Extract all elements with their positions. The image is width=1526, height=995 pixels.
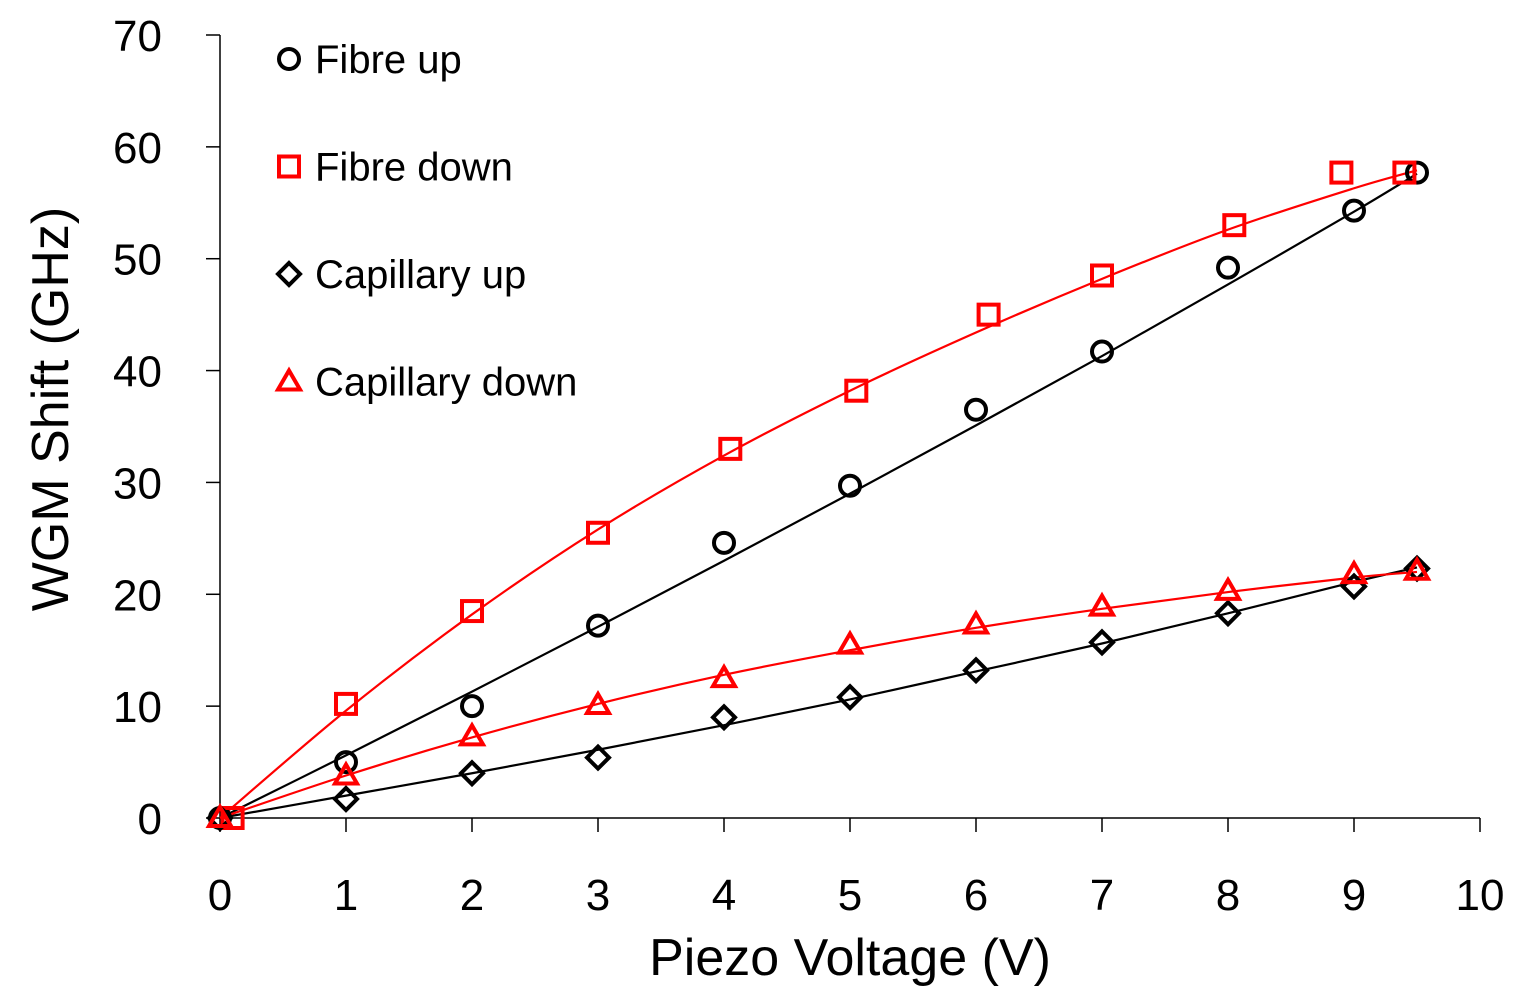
capillary-up-point (1214, 599, 1242, 628)
y-tick-label: 30 (113, 459, 162, 508)
axes: 0 10 20 30 40 50 60 70 0 1 2 3 4 5 6 7 8 9 10 (113, 12, 1504, 920)
capillary-down-point (1402, 555, 1432, 581)
fibre-up-point (1216, 255, 1240, 280)
x-tick-label: 8 (1216, 871, 1240, 920)
capillary-up-point (710, 703, 738, 732)
y-tick-label: 40 (113, 348, 162, 397)
capillary-up-point (584, 743, 612, 772)
x-tick-label: 4 (712, 871, 736, 920)
fibre-down-point (844, 378, 869, 403)
fibre-up-point (1342, 198, 1366, 223)
fibre-down-point (1222, 213, 1247, 238)
y-tick-label: 70 (113, 12, 162, 61)
capillary-down-fit-line (219, 570, 1418, 820)
fibre-down-point (586, 520, 610, 545)
capillary-down-point (709, 663, 739, 689)
legend-label-capillary-up: Capillary up (315, 253, 526, 297)
legend-marker-fibre-up (277, 47, 301, 71)
legend-marker-fibre-down (277, 154, 301, 179)
legend-label-fibre-down: Fibre down (315, 146, 513, 190)
capillary-up-point (458, 759, 486, 788)
fibre-down-fit-line (219, 169, 1418, 819)
fibre-down-point (460, 599, 484, 624)
capillary-up-fit-line (219, 566, 1418, 820)
x-tick-label: 5 (838, 871, 862, 920)
x-tick-label: 9 (1342, 871, 1366, 920)
fibre-up-point (460, 694, 484, 719)
x-tick-label: 7 (1090, 871, 1114, 920)
capillary-down-point (1213, 575, 1243, 601)
capillary-down-point (205, 803, 235, 828)
y-tick-label: 50 (113, 236, 162, 285)
capillary-up-point (206, 804, 234, 832)
y-tick-label: 0 (138, 795, 162, 844)
fibre-up-point (586, 613, 610, 638)
fibre-up-point (964, 397, 988, 422)
y-tick-label: 20 (113, 571, 162, 620)
capillary-up-point (962, 656, 990, 685)
fibre-up-point (838, 473, 862, 498)
fibre-down-point (1329, 160, 1354, 185)
fibre-down-point (976, 302, 1001, 327)
x-tick-label: 10 (1456, 871, 1505, 920)
capillary-down-point (331, 760, 361, 786)
fibre-up-point (712, 530, 736, 555)
fibre-down-point (1392, 160, 1417, 185)
capillary-down-point (835, 629, 865, 655)
x-tick-label: 2 (460, 871, 484, 920)
capillary-down-point (457, 721, 487, 747)
x-tick-label: 0 (208, 871, 232, 920)
x-tick-label: 3 (586, 871, 610, 920)
legend-label-fibre-up: Fibre up (315, 38, 462, 82)
capillary-down-point (961, 609, 991, 635)
capillary-up-point (836, 683, 864, 712)
fibre-down-point (1090, 263, 1114, 288)
x-tick-label: 1 (334, 871, 358, 920)
capillary-down-point (1087, 591, 1117, 617)
fibre-up-fit-line (219, 172, 1418, 819)
y-axis-title: WGM Shift (GHz) (22, 207, 80, 611)
y-tick-label: 10 (113, 683, 162, 732)
x-tick-label: 6 (964, 871, 988, 920)
capillary-down-point (1339, 559, 1369, 585)
legend-label-capillary-down: Capillary down (315, 361, 577, 405)
legend-marker-capillary-up (275, 260, 303, 288)
capillary-up-point (332, 785, 360, 813)
legend: Fibre up Fibre down Capillary up Capillary … (274, 38, 577, 405)
fibre-up-point (1405, 160, 1429, 185)
fibre-up-point (1090, 339, 1114, 364)
fibre-down-point (718, 436, 743, 461)
fit-lines (219, 169, 1418, 820)
x-axis-title: Piezo Voltage (V) (649, 929, 1051, 987)
legend-marker-capillary-down (274, 366, 304, 392)
y-tick-label: 60 (113, 124, 162, 173)
capillary-up-point (1088, 628, 1116, 657)
fibre-up-point (334, 750, 358, 775)
fibre-down-point (334, 691, 358, 716)
data-markers (205, 160, 1432, 832)
capillary-down-point (583, 690, 613, 716)
